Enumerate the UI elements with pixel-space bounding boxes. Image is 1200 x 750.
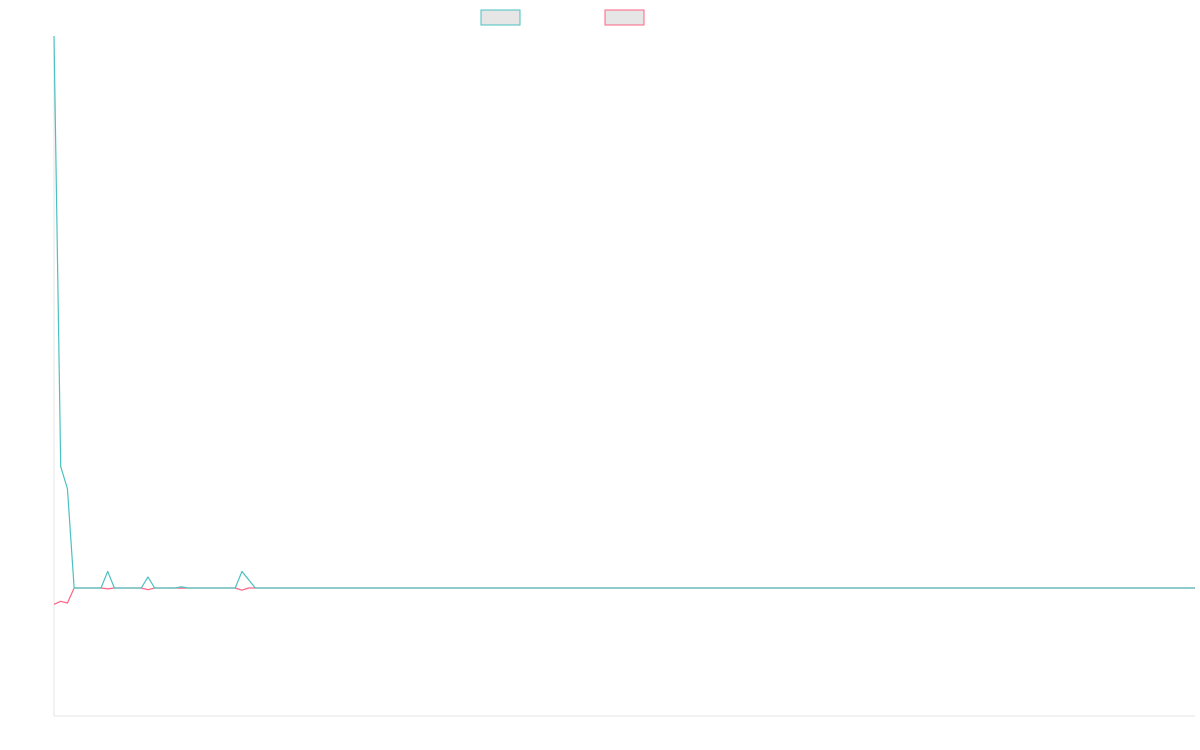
plot-lines [53,35,1195,605]
legend-swatch-1[interactable] [604,9,645,26]
legend [480,9,645,26]
axes [53,36,1195,717]
legend-swatch-0[interactable] [480,9,521,26]
series-line-0 [53,35,1195,589]
series-line-1 [53,587,1195,605]
